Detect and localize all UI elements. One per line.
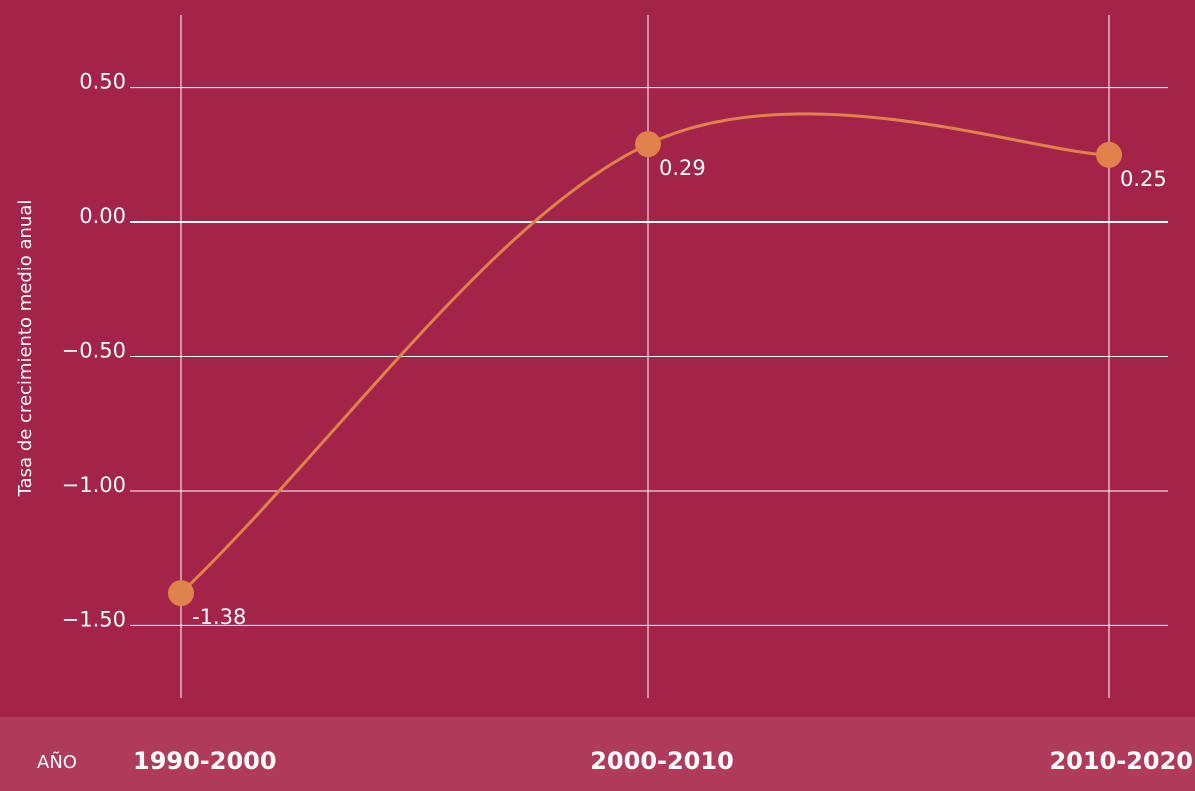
y-axis-label: Tasa de crecimiento medio anual	[15, 200, 36, 498]
y-tick-label: −1.00	[62, 473, 126, 497]
data-point	[168, 580, 194, 607]
x-axis-band	[0, 717, 1195, 791]
series-line	[179, 112, 1110, 595]
y-tick-label: −1.50	[62, 607, 126, 631]
y-tick-label: −0.50	[62, 339, 126, 363]
y-tick-label: 0.00	[79, 204, 126, 228]
x-tick-label: 1990-2000	[133, 747, 277, 775]
data-point	[1096, 141, 1122, 168]
data-point	[635, 131, 661, 158]
x-tick-label: 2010-2020	[1049, 747, 1193, 775]
x-tick-label: 2000-2010	[590, 747, 734, 775]
data-label: 0.25	[1120, 167, 1167, 191]
y-tick-label: 0.50	[79, 70, 126, 94]
data-label: 0.29	[659, 156, 706, 180]
x-axis-title: AÑO	[37, 751, 77, 773]
data-label: -1.38	[192, 605, 246, 629]
